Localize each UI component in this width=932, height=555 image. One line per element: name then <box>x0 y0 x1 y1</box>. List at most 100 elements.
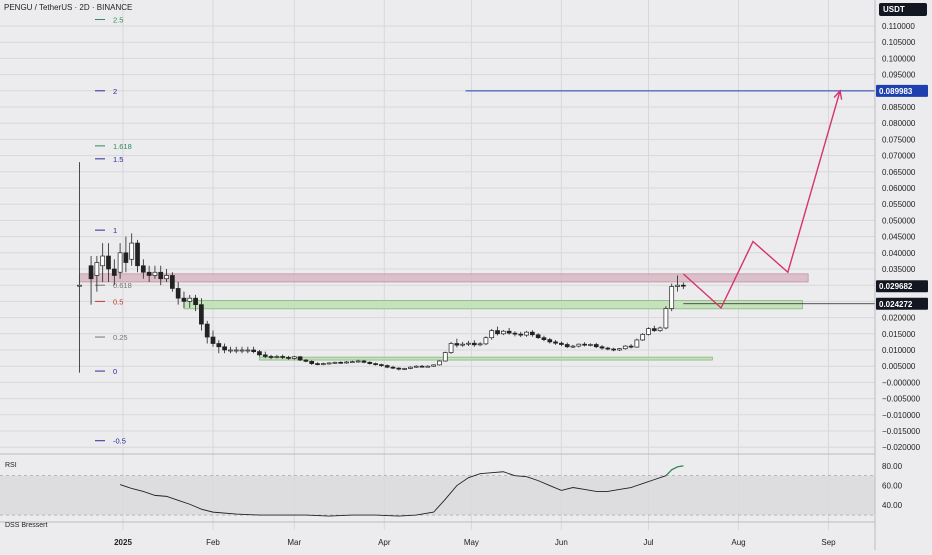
price-tick-label: 0.040000 <box>882 249 916 258</box>
candle-down <box>251 349 256 352</box>
candle-up <box>152 271 158 276</box>
price-tick-label: 0.100000 <box>882 54 916 63</box>
last-price-label: 0.029682 <box>879 282 913 291</box>
candle-down <box>158 271 164 280</box>
price-tick-label: 0.050000 <box>882 216 916 225</box>
rsi-band <box>0 475 875 516</box>
candle-down <box>373 363 378 365</box>
candle-down <box>541 337 547 340</box>
candle-down <box>222 346 227 351</box>
candle-down <box>506 330 512 334</box>
candle-down <box>547 339 553 343</box>
axis-layer: 0.1100000.1050000.1000000.0950000.090000… <box>114 0 932 550</box>
candle-down <box>553 341 558 344</box>
candle-up <box>617 348 622 351</box>
candle-up <box>355 360 361 363</box>
price-tick-label: 0.070000 <box>882 152 916 161</box>
rsi-panel-label: RSI <box>5 462 17 469</box>
candle-up <box>187 297 193 302</box>
candle-down <box>106 255 111 270</box>
candle-up <box>94 262 100 276</box>
candle-up <box>646 328 651 335</box>
rsi-tick-label: 60.00 <box>882 482 903 491</box>
candle-up <box>640 334 646 341</box>
price-tick-label: 0.110000 <box>882 22 915 31</box>
candle-down <box>88 265 94 280</box>
candle-up <box>129 242 135 260</box>
price-tick-label: 0.085000 <box>882 103 916 112</box>
candle-down <box>651 328 657 331</box>
candle-down <box>309 360 315 364</box>
price-tick-label: 0.105000 <box>882 38 916 47</box>
time-tick-label: Jun <box>555 538 568 547</box>
fib-label: 1.5 <box>113 155 123 164</box>
candle-up <box>320 363 326 365</box>
candle-down <box>518 333 524 336</box>
time-tick-label: Jul <box>643 538 653 547</box>
candle-up <box>402 368 407 370</box>
candle-up <box>622 345 628 350</box>
candle-down <box>199 304 204 325</box>
candle-down <box>582 343 587 346</box>
candle-up <box>431 364 436 367</box>
candle-up <box>588 344 593 346</box>
candle-down <box>111 268 117 276</box>
candle-up <box>460 343 466 346</box>
candle-down <box>262 354 268 357</box>
candle-down <box>315 363 320 365</box>
candle-up <box>524 331 529 336</box>
price-tick-label: 0.015000 <box>882 330 916 339</box>
price-tick-label: 0.095000 <box>882 71 916 80</box>
price-tick-label: −0.015000 <box>882 427 921 436</box>
rsi-tick-label: 80.00 <box>882 462 903 471</box>
candle-down <box>216 343 222 348</box>
candle-down <box>396 367 402 370</box>
target-price-label: 0.089983 <box>879 87 913 96</box>
candle-down <box>204 323 210 338</box>
time-tick-label: 2025 <box>114 538 132 547</box>
candle-down <box>512 332 518 335</box>
candle-down <box>193 297 198 305</box>
candle-up <box>437 360 442 366</box>
candle-down <box>379 364 384 366</box>
candle-down <box>135 242 140 267</box>
price-tick-label: −0.010000 <box>882 411 921 420</box>
fib-label: 0.5 <box>113 297 123 306</box>
candle-up <box>274 356 280 358</box>
candle-up <box>634 339 640 348</box>
candle-down <box>605 347 611 350</box>
price-tick-label: 0.005000 <box>882 362 916 371</box>
candle-up <box>100 255 106 267</box>
price-badge <box>876 297 928 310</box>
candle-down <box>286 357 291 359</box>
candle-down <box>628 345 634 348</box>
candle-down <box>123 252 129 263</box>
projection-path <box>682 90 841 310</box>
currency-badge[interactable]: USDT <box>879 3 927 16</box>
candle-down <box>559 342 564 345</box>
time-tick-label: May <box>464 538 479 547</box>
candle-up <box>448 343 454 353</box>
time-tick-label: Apr <box>378 538 391 547</box>
fib-label: 0 <box>113 367 117 376</box>
candle-up <box>669 286 675 309</box>
zone-support <box>183 300 803 310</box>
price-tick-label: 0.065000 <box>882 168 916 177</box>
price-tick-label: 0.045000 <box>882 233 916 242</box>
candle-down <box>564 344 570 348</box>
candle-layer <box>77 162 686 373</box>
candle-up <box>291 356 297 359</box>
candle-down <box>280 356 286 358</box>
candle-up <box>164 275 169 280</box>
candle-down <box>367 361 373 364</box>
candle-up <box>675 284 680 287</box>
candle-up <box>228 349 233 352</box>
fib-label: 0.25 <box>113 333 128 342</box>
rsi-layer <box>0 453 875 523</box>
candle-up <box>663 308 669 329</box>
rsi-tick-label: 40.00 <box>882 501 903 510</box>
fib-label: 1 <box>113 226 117 235</box>
candle-down <box>140 265 146 273</box>
candle-up <box>344 361 349 364</box>
